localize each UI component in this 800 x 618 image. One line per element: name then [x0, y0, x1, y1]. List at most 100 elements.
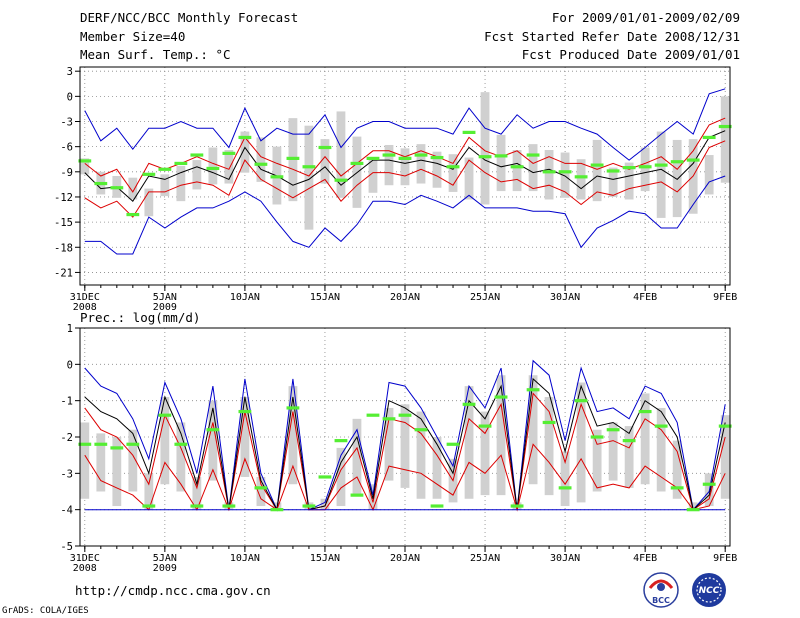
observation-mark: [494, 154, 508, 158]
ensemble-box: [496, 375, 506, 496]
observation-mark: [174, 442, 188, 446]
ensemble-box: [624, 162, 634, 200]
ensemble-box: [704, 155, 714, 195]
x-tick-year: 2009: [153, 563, 177, 574]
x-tick-year: 2008: [73, 563, 97, 574]
observation-mark: [190, 504, 204, 508]
ensemble-box: [544, 150, 554, 200]
ensemble-box: [384, 144, 394, 186]
observation-mark: [446, 165, 460, 169]
observation-mark: [94, 181, 108, 186]
ensemble-box: [512, 150, 522, 192]
x-tick-label: 30JAN: [550, 292, 580, 303]
x-tick-label: 9FEB: [713, 553, 737, 564]
x-tick-label: 31DEC: [70, 292, 100, 303]
ensemble-box: [224, 150, 234, 184]
ensemble-box: [656, 131, 666, 218]
observation-mark: [654, 163, 668, 167]
x-tick-label: 31DEC: [70, 553, 100, 564]
x-tick-label: 25JAN: [470, 292, 500, 303]
x-tick-label: 20JAN: [390, 553, 420, 564]
observation-mark: [494, 395, 508, 399]
grads-credit: GrADS: COLA/IGES: [2, 606, 89, 616]
ensemble-box: [672, 440, 682, 499]
ncc-logo-text: NCC: [699, 586, 720, 596]
observation-mark: [446, 442, 460, 446]
ensemble-box: [592, 139, 602, 202]
observation-mark: [270, 175, 284, 179]
x-tick-label: 4FEB: [633, 292, 657, 303]
ensemble-box: [448, 154, 458, 192]
observation-mark: [174, 161, 188, 166]
observation-mark: [638, 409, 652, 414]
observation-mark: [414, 428, 428, 432]
produced-date: Fcst Produced Date 2009/01/01: [521, 47, 740, 62]
ensemble-box: [640, 393, 650, 485]
observation-mark: [510, 504, 524, 508]
ensemble-box: [80, 422, 90, 499]
observation-mark: [110, 446, 124, 450]
ensemble-box: [320, 139, 330, 184]
series-mean-plus-sd: [84, 117, 726, 193]
x-tick-label: 10JAN: [230, 292, 260, 303]
ensemble-box: [560, 152, 570, 198]
ensemble-box: [208, 400, 218, 481]
y-tick-label: -6: [60, 142, 73, 154]
source-url[interactable]: http://cmdp.ncc.cma.gov.cn: [75, 583, 271, 598]
ensemble-box: [240, 397, 250, 477]
y-tick-label: -3: [60, 117, 73, 129]
ensemble-box: [560, 451, 570, 507]
x-tick-label: 5JAN: [153, 553, 177, 564]
observation-mark: [574, 175, 588, 179]
ensemble-box: [496, 134, 506, 192]
x-tick-label: 15JAN: [310, 553, 340, 564]
observation-mark: [670, 160, 684, 164]
observation-mark: [606, 169, 620, 173]
ensemble-box: [416, 411, 426, 499]
ensemble-box: [576, 382, 586, 503]
observation-mark: [222, 504, 236, 508]
observation-mark: [222, 151, 236, 155]
ensemble-box: [256, 476, 266, 507]
observation-mark: [398, 413, 412, 417]
series-mean-minus-sd: [84, 140, 726, 218]
ensemble-box: [464, 386, 474, 499]
y-tick-label: -4: [60, 505, 73, 517]
forecast-period: For 2009/01/01-2009/02/09: [551, 10, 740, 25]
ensemble-box: [384, 407, 394, 481]
y-tick-label: -3: [60, 468, 73, 480]
ensemble-box: [192, 476, 202, 510]
y-tick-label: -15: [54, 217, 73, 229]
ensemble-box: [208, 147, 218, 185]
ensemble-box: [160, 174, 170, 197]
observation-mark: [606, 428, 620, 432]
observation-mark: [414, 153, 428, 157]
observation-mark: [558, 486, 572, 490]
ensemble-box: [480, 411, 490, 496]
ncc-logo: NCC: [692, 573, 726, 607]
x-tick-year: 2009: [153, 302, 177, 313]
observation-mark: [590, 163, 604, 167]
ensemble-box: [128, 177, 138, 200]
ensemble-box: [304, 125, 314, 230]
ensemble-box: [352, 418, 362, 496]
y-tick-label: -1: [60, 396, 73, 408]
chart-title: DERF/NCC/BCC Monthly Forecast: [80, 10, 299, 25]
observation-mark: [366, 413, 380, 417]
observation-mark: [574, 399, 588, 403]
observation-mark: [238, 135, 252, 140]
ensemble-box: [624, 426, 634, 488]
observation-mark: [622, 166, 636, 170]
ensemble-box: [160, 397, 170, 485]
ensemble-box: [720, 415, 730, 499]
x-tick-label: 15JAN: [310, 292, 340, 303]
observation-mark: [158, 413, 172, 417]
observation-mark: [94, 442, 108, 446]
y-tick-label: -5: [60, 541, 73, 553]
ensemble-box: [176, 165, 186, 202]
x-tick-label: 4FEB: [633, 553, 657, 564]
ensemble-box: [400, 148, 410, 186]
series-max: [84, 359, 726, 512]
y-tick-label: -18: [54, 242, 73, 254]
ensemble-box: [544, 397, 554, 496]
